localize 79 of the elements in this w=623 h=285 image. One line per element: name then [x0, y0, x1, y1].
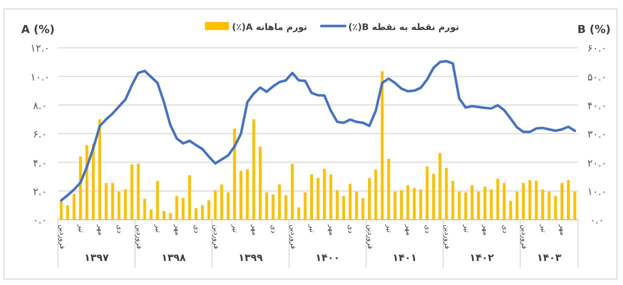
bar — [528, 180, 532, 220]
bar — [304, 192, 307, 220]
bar — [477, 192, 480, 220]
bar — [118, 192, 120, 220]
bar — [278, 184, 281, 220]
bar — [207, 200, 210, 220]
y2-tick-label: ۱۰.۰ — [587, 186, 607, 198]
text: ۱۳۹۸ — [161, 253, 186, 264]
legend-label: تورم ماهانه A(٪) — [232, 23, 308, 33]
y2-tick-label: ۵۰.۰ — [587, 72, 607, 84]
y2-tick-label: ۲۰.۰ — [587, 158, 607, 170]
bar — [464, 192, 468, 220]
y-tick-label: ۸.۰ — [33, 101, 47, 112]
bar — [272, 194, 274, 220]
y2-axis-title: B (%) — [577, 23, 611, 36]
y-tick-label: ۰.۰ — [33, 216, 47, 227]
bar — [406, 185, 410, 220]
bar — [400, 190, 403, 220]
bar — [162, 211, 166, 220]
bar — [554, 196, 557, 220]
text: ۱۳۹۹ — [238, 253, 263, 264]
bar — [394, 192, 396, 220]
text: ۱۴۰۰ — [315, 253, 340, 264]
bar — [104, 183, 108, 220]
bar — [560, 183, 564, 220]
bar — [284, 195, 288, 220]
bar — [323, 168, 326, 220]
text: ۱۴۰۳ — [536, 253, 562, 264]
y2-tick-label: ۰.۰ — [590, 216, 604, 227]
bar — [444, 168, 448, 220]
bar — [124, 190, 127, 220]
bar — [265, 192, 268, 220]
y2-tick-label: ۳۰.۰ — [587, 130, 607, 141]
bar — [362, 198, 364, 220]
bar — [348, 184, 352, 220]
bar — [85, 145, 88, 220]
bar — [522, 183, 525, 220]
bar — [426, 166, 429, 220]
bar — [66, 205, 70, 220]
text: ۱۴۰۱ — [392, 253, 417, 264]
bar — [233, 128, 236, 220]
bar — [329, 174, 332, 220]
bar — [355, 192, 358, 220]
y-tick-label: ۱۲.۰ — [30, 44, 50, 55]
bar — [156, 180, 159, 220]
bar — [387, 158, 390, 220]
y-tick-label: ۶.۰ — [33, 130, 47, 141]
bar — [194, 208, 198, 220]
bar — [432, 174, 435, 220]
y-axis-title: A (%) — [21, 23, 55, 36]
bar — [240, 170, 242, 220]
bar — [548, 192, 551, 220]
bar — [310, 174, 313, 220]
bar — [72, 194, 76, 220]
legend-label: تورم نقطه به نقطه B(٪) — [348, 23, 460, 33]
y2-tick-label: ۴۰.۰ — [587, 101, 607, 112]
bar — [246, 169, 249, 220]
y-tick-label: ۴.۰ — [33, 158, 47, 170]
bar — [484, 186, 486, 220]
bar — [150, 210, 152, 220]
y2-tick-label: ۶۰.۰ — [587, 44, 607, 55]
y-tick-label: ۱۰.۰ — [30, 72, 50, 84]
bar — [368, 178, 371, 220]
text: ۱۳۹۷ — [84, 253, 109, 264]
bar — [509, 200, 512, 220]
bar — [438, 152, 442, 220]
bar — [188, 175, 192, 220]
bar — [470, 185, 474, 220]
bar — [516, 192, 518, 220]
bar — [79, 156, 82, 220]
y-tick-label: ۲.۰ — [33, 186, 47, 198]
bar — [111, 183, 114, 220]
bar — [566, 180, 570, 220]
bar — [201, 205, 204, 220]
bar — [226, 192, 230, 220]
line-series — [60, 60, 576, 202]
bar — [316, 178, 320, 220]
text: ۱۴۰۲ — [469, 253, 494, 264]
bar — [168, 213, 172, 220]
